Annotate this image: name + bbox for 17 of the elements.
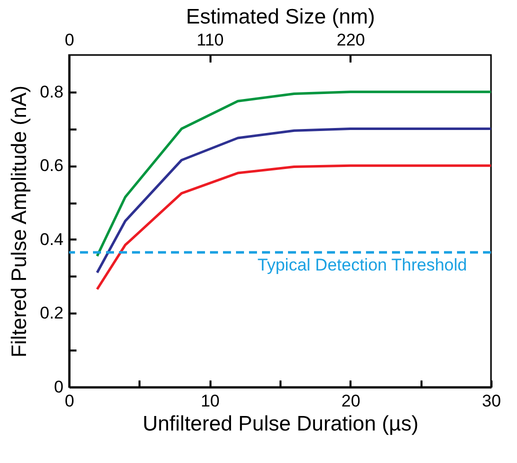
y-axis-title: Filtered Pulse Amplitude (nA) <box>8 86 31 358</box>
x-tick-label: 10 <box>200 392 220 410</box>
y-tick-label: 0.4 <box>40 230 64 249</box>
y-tick-label: 0.8 <box>40 82 64 102</box>
x2-axis-title: Estimated Size (nm) <box>186 6 376 28</box>
y-tick-label: 0 <box>54 378 64 396</box>
y-tick-label: 0.2 <box>40 304 64 323</box>
y-tick-label: 0.6 <box>40 156 64 176</box>
x2-tick-label: 220 <box>336 30 366 50</box>
x-axis-title: Unfiltered Pulse Duration (µs) <box>142 412 418 436</box>
x-tick-label: 30 <box>482 392 501 410</box>
line-series <box>96 128 492 274</box>
line-series <box>96 90 492 258</box>
x-tick-label: 20 <box>341 392 360 410</box>
x2-tick-label: 110 <box>196 30 224 50</box>
ref-line-label: Typical Detection Threshold <box>258 255 467 274</box>
line-series <box>96 164 492 290</box>
